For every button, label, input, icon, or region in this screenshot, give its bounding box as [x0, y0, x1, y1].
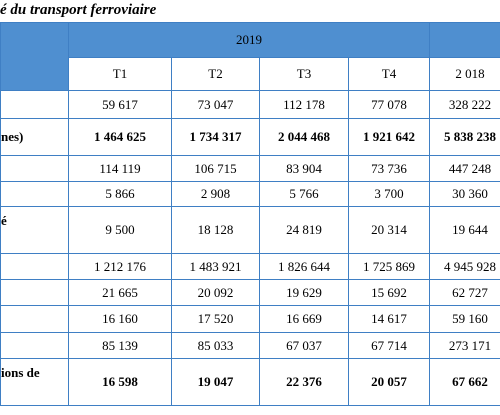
table-cell: 62 727	[429, 279, 500, 306]
table-row: ions de 16 598 19 047 22 376 20 057 67 662	[0, 358, 500, 406]
table-cell: 2 908	[171, 181, 260, 207]
row-label	[0, 253, 69, 280]
table-cell: 1 483 921	[171, 253, 260, 280]
table-row: 21 665 20 092 19 629 15 692 62 727	[0, 279, 500, 306]
table-row: 5 866 2 908 5 766 3 700 30 360	[0, 181, 500, 207]
table-cell: 328 222	[429, 90, 500, 119]
table-row: 59 617 73 047 112 178 77 078 328 222	[0, 90, 500, 119]
column-header: T2	[171, 57, 260, 91]
table-cell: 106 715	[171, 155, 260, 182]
table-cell: 114 119	[68, 155, 172, 182]
year-header: 2019	[68, 22, 430, 58]
table-cell: 67 714	[348, 332, 430, 359]
table-cell: 16 669	[259, 305, 349, 333]
table-cell: 30 360	[429, 181, 500, 207]
table-cell: 14 617	[348, 305, 430, 333]
table-cell: 2 044 468	[259, 118, 349, 156]
row-label	[0, 181, 69, 207]
row-label	[0, 155, 69, 182]
table-row: 114 119 106 715 83 904 73 736 447 248	[0, 155, 500, 182]
table-cell: 19 644	[429, 206, 500, 254]
table-cell: 5 866	[68, 181, 172, 207]
row-label: nes)	[0, 118, 69, 156]
table-row: 16 160 17 520 16 669 14 617 59 160	[0, 305, 500, 333]
table-cell: 67 037	[259, 332, 349, 359]
table-cell: 85 139	[68, 332, 172, 359]
table-cell: 73 736	[348, 155, 430, 182]
table-cell: 22 376	[259, 358, 349, 406]
table-cell: 20 057	[348, 358, 430, 406]
table-cell: 1 826 644	[259, 253, 349, 280]
header-cell	[0, 22, 69, 91]
table-cell: 16 598	[68, 358, 172, 406]
table-cell: 17 520	[171, 305, 260, 333]
row-label: ions de	[0, 358, 69, 406]
table-cell: 5 766	[259, 181, 349, 207]
table-cell: 1 212 176	[68, 253, 172, 280]
table-cell: 21 665	[68, 279, 172, 306]
row-label	[0, 90, 69, 119]
table-cell: 5 838 238	[429, 118, 500, 156]
table-cell: 112 178	[259, 90, 349, 119]
table-cell: 18 128	[171, 206, 260, 254]
row-label: é	[0, 206, 69, 254]
table-cell: 85 033	[171, 332, 260, 359]
table-row: 85 139 85 033 67 037 67 714 273 171	[0, 332, 500, 359]
table-cell: 19 047	[171, 358, 260, 406]
table-cell: 59 160	[429, 305, 500, 333]
table-cell: 3 700	[348, 181, 430, 207]
table-cell: 77 078	[348, 90, 430, 119]
table-cell: 20 092	[171, 279, 260, 306]
table-cell: 73 047	[171, 90, 260, 119]
table-cell: 9 500	[68, 206, 172, 254]
table-cell: 20 314	[348, 206, 430, 254]
column-header: T3	[259, 57, 349, 91]
table-cell: 1 464 625	[68, 118, 172, 156]
table-cell: 24 819	[259, 206, 349, 254]
table-container: 2019 T1 T2 T3 T4 2 018 59 617 73 047 112 178 77…	[0, 22, 500, 406]
table: 2019 T1 T2 T3 T4 2 018 59 617 73 047 112 178 77…	[0, 22, 500, 406]
table-cell: 83 904	[259, 155, 349, 182]
table-cell: 1 734 317	[171, 118, 260, 156]
table-row: 1 212 176 1 483 921 1 826 644 1 725 869 4 94…	[0, 253, 500, 280]
title: é du transport ferroviaire	[0, 2, 157, 18]
table-cell: 1 725 869	[348, 253, 430, 280]
table-cell: 59 617	[68, 90, 172, 119]
table-cell: 1 921 642	[348, 118, 430, 156]
column-header: T1	[68, 57, 172, 91]
row-label	[0, 305, 69, 333]
table-cell: 4 945 928	[429, 253, 500, 280]
header-cell	[429, 22, 500, 58]
table-cell: 16 160	[68, 305, 172, 333]
table-cell: 447 248	[429, 155, 500, 182]
column-header: 2 018	[429, 57, 500, 91]
row-label	[0, 332, 69, 359]
table-cell: 67 662	[429, 358, 500, 406]
table-row: nes) 1 464 625 1 734 317 2 044 468 1 921 642…	[0, 118, 500, 156]
table-cell: 273 171	[429, 332, 500, 359]
table-cell: 19 629	[259, 279, 349, 306]
column-header: T4	[348, 57, 430, 91]
table-cell: 15 692	[348, 279, 430, 306]
row-label	[0, 279, 69, 306]
